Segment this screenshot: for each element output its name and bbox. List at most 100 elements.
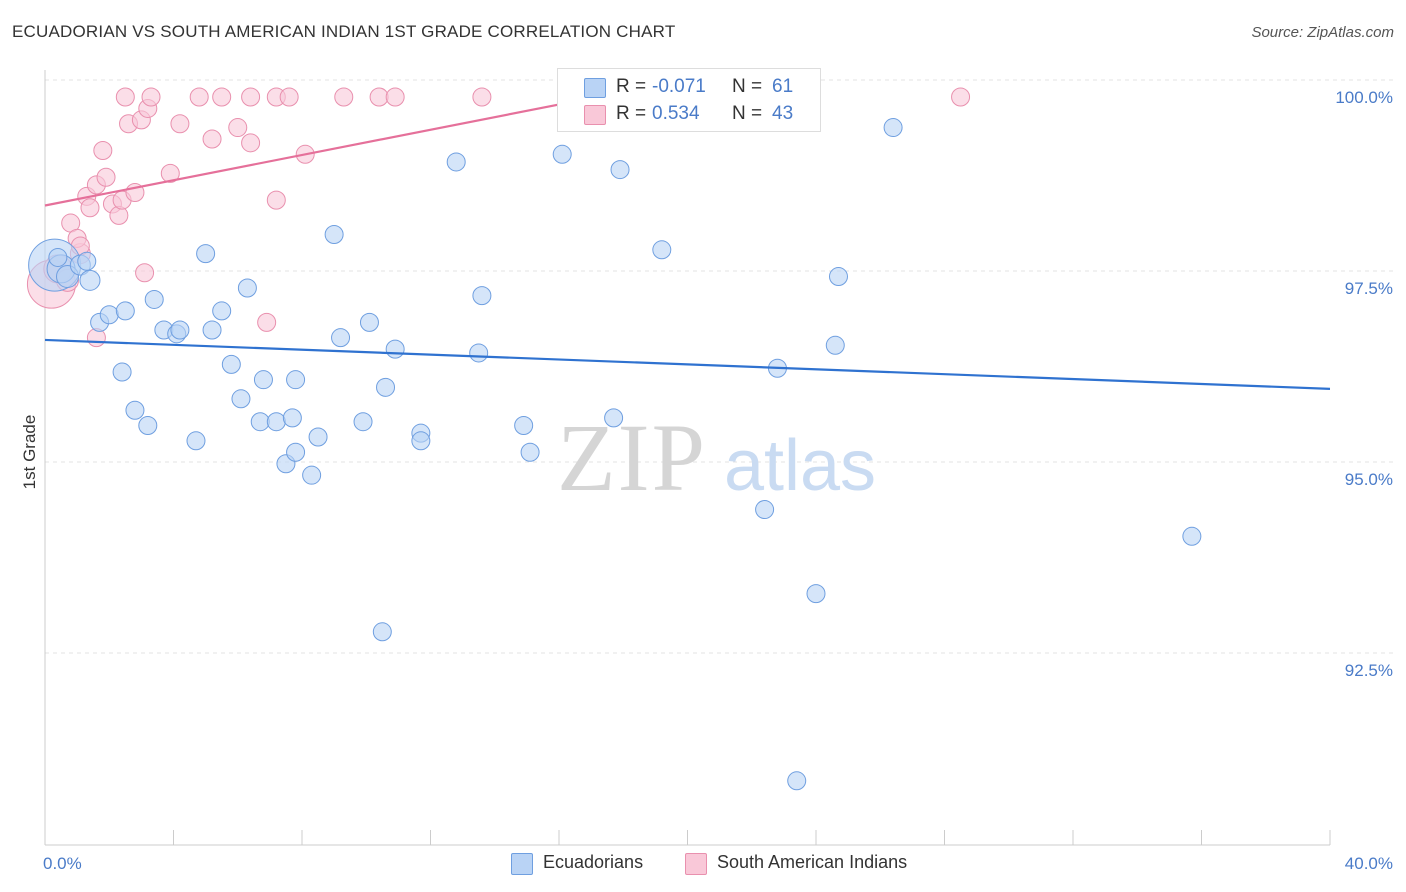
legend-r-label: R =	[616, 103, 647, 124]
south-american-indian-point	[96, 167, 116, 187]
ecuadorian-point	[472, 286, 492, 306]
ecuadorian-point	[286, 370, 306, 390]
ecuadorian-point	[446, 152, 466, 172]
legend-n-value: 43	[772, 103, 794, 124]
ecuadorian-points	[28, 87, 1202, 791]
bottom-legend-ecuadorians[interactable]: Ecuadorians	[511, 851, 681, 877]
ecuadorian-point	[308, 427, 328, 447]
x-tick-label: 40.0%	[1345, 854, 1393, 873]
ecuadorian-point	[231, 389, 251, 409]
ecuadorian-point	[787, 771, 807, 791]
south-american-indians-label: South American Indians	[717, 852, 908, 872]
legend-n-label: N =	[732, 76, 763, 97]
legend-n-label: N =	[732, 103, 763, 124]
legend-swatch-ecuadorians	[584, 78, 606, 98]
ecuadorian-point	[376, 377, 396, 397]
ecuadorian-point	[520, 442, 540, 462]
south-american-indian-trend-line	[44, 92, 618, 207]
ecuadorian-point	[196, 244, 216, 264]
trend-lines	[44, 92, 1331, 390]
ecuadorian-point	[302, 465, 322, 485]
x-tick-label: 0.0%	[43, 854, 82, 873]
ecuadorian-point	[331, 328, 351, 348]
stats-legend: R = -0.071 N = 61 R = 0.534 N = 43	[557, 68, 821, 132]
ecuadorian-point	[825, 335, 845, 355]
ecuadorians-label: Ecuadorians	[543, 852, 644, 872]
ecuadorian-point	[253, 370, 273, 390]
ecuadorian-point	[1182, 526, 1202, 546]
south-american-indian-point	[80, 198, 100, 218]
legend-row-ecuadorians: R = -0.071 N = 61	[558, 74, 820, 100]
ecuadorian-point	[112, 362, 132, 382]
south-american-indian-point	[93, 140, 113, 160]
axes	[44, 70, 1331, 846]
south-american-indians-swatch	[685, 853, 707, 875]
south-american-indian-point	[115, 87, 135, 107]
ecuadorian-point	[237, 278, 257, 298]
y-axis-label: 1st Grade	[20, 415, 39, 490]
south-american-indian-point	[141, 87, 161, 107]
ecuadorian-point	[385, 339, 405, 359]
ecuadorians-swatch	[511, 853, 533, 875]
watermark-zip: ZIP	[557, 404, 707, 511]
ecuadorian-point	[411, 431, 431, 451]
south-american-indian-point	[472, 87, 492, 107]
y-tick-label: 95.0%	[1345, 470, 1393, 489]
south-american-indian-point	[951, 87, 971, 107]
y-tick-label: 92.5%	[1345, 661, 1393, 680]
south-american-indian-point	[241, 133, 261, 153]
legend-swatch-south-american-indians	[584, 105, 606, 125]
ecuadorian-point	[372, 622, 392, 642]
ecuadorian-point	[144, 289, 164, 309]
ecuadorian-point	[250, 412, 270, 432]
watermark-atlas: atlas	[724, 426, 876, 506]
ecuadorian-point	[282, 408, 302, 428]
ecuadorian-point	[138, 416, 158, 436]
south-american-indian-points	[26, 87, 971, 348]
ecuadorian-point	[266, 412, 286, 432]
source-credit: Source: ZipAtlas.com	[1251, 24, 1394, 41]
ecuadorian-point	[99, 305, 119, 325]
ecuadorian-point	[828, 267, 848, 287]
y-tick-label: 97.5%	[1345, 279, 1393, 298]
south-american-indian-point	[257, 312, 277, 332]
south-american-indian-point	[334, 87, 354, 107]
south-american-indian-point	[212, 87, 232, 107]
ecuadorian-point	[604, 408, 624, 428]
ecuadorian-point	[186, 431, 206, 451]
south-american-indian-point	[189, 87, 209, 107]
south-american-indian-point	[241, 87, 261, 107]
ecuadorian-point	[806, 584, 826, 604]
tick-labels: 100.0% 97.5% 95.0% 92.5% 0.0% 40.0%	[43, 88, 1393, 873]
ecuadorian-trend-line	[44, 338, 1331, 390]
ecuadorian-point	[48, 247, 68, 267]
south-american-indian-point	[385, 87, 405, 107]
ecuadorian-point	[286, 442, 306, 462]
bottom-legend-south-american-indians[interactable]: South American Indians	[685, 851, 945, 877]
legend-row-south-american-indians: R = 0.534 N = 43	[558, 101, 820, 127]
south-american-indian-point	[170, 114, 190, 134]
ecuadorian-point	[77, 251, 97, 271]
ecuadorian-point	[221, 354, 241, 374]
ecuadorian-point	[359, 312, 379, 332]
ecuadorian-point	[353, 412, 373, 432]
ecuadorian-point	[212, 301, 232, 321]
south-american-indian-point	[135, 263, 155, 283]
ecuadorian-point	[514, 416, 534, 436]
south-american-indian-point	[160, 163, 180, 183]
watermark: ZIP atlas	[557, 404, 876, 511]
south-american-indian-point	[228, 118, 248, 138]
legend-n-value: 61	[772, 76, 794, 97]
ecuadorian-point	[755, 500, 775, 520]
ecuadorian-point	[79, 269, 101, 291]
ecuadorian-point	[883, 118, 903, 138]
south-american-indian-point	[202, 129, 222, 149]
south-american-indian-point	[369, 87, 389, 107]
ecuadorian-point	[170, 320, 190, 340]
ecuadorian-point	[552, 144, 572, 164]
ecuadorian-point	[324, 225, 344, 245]
ecuadorian-point	[115, 301, 135, 321]
ecuadorian-point	[125, 400, 145, 420]
ecuadorian-point	[652, 240, 672, 260]
